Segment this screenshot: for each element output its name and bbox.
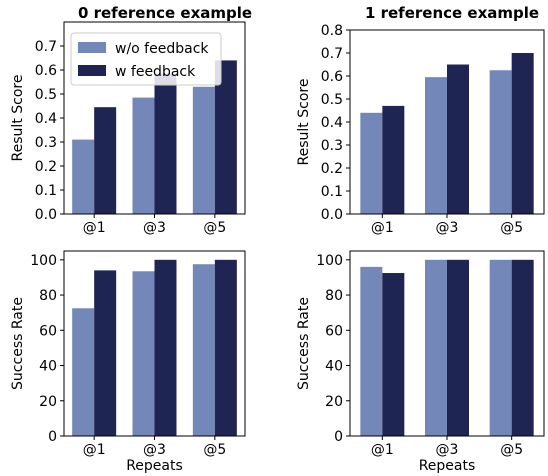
bar-w-feedback-at1 [94,270,117,436]
bar-w-feedback-at5 [214,259,237,436]
bar-wo-feedback-at3 [132,97,155,214]
y-tick-label: 20 [325,394,343,410]
y-tick-label: 100 [30,253,57,269]
y-tick-label: 0.6 [321,69,343,85]
x-tick-label: @5 [500,220,523,236]
bar-w-feedback-at5 [511,53,534,214]
bar-w-feedback-at3 [154,259,177,436]
x-axis-label: Repeats [126,458,183,474]
y-tick-label: 0.1 [35,183,57,199]
bar-w-feedback-at5 [511,259,534,436]
x-tick-label: @3 [436,220,459,236]
y-tick-label: 0 [48,429,57,445]
y-tick-label: 0.6 [35,63,57,79]
x-tick-label: @1 [371,442,394,458]
y-tick-label: 0.4 [321,115,343,131]
y-tick-label: 0.0 [321,207,343,223]
y-tick-label: 60 [325,323,343,339]
bar-w-feedback-at3 [447,64,469,214]
bar-w-feedback-at1 [382,273,405,436]
bar-wo-feedback-at3 [425,77,447,215]
y-tick-label: 0.5 [321,92,343,108]
y-tick-label: 80 [39,288,57,304]
bar-wo-feedback-at5 [192,86,215,214]
y-axis-label: Success Rate [10,297,26,390]
bar-wo-feedback-at1 [72,308,95,436]
y-tick-label: 80 [325,288,343,304]
chart-panel-3: 0 20 40 60 80 100 @1 @3 @5 Success Rate Repeats [10,250,246,474]
y-axis-label: Result Score [10,75,26,162]
y-tick-label: 0.0 [35,207,57,223]
legend-swatch [78,42,106,53]
bar-wo-feedback-at1 [360,266,383,436]
y-tick-label: 0.7 [321,46,343,62]
x-tick-label: @5 [500,442,523,458]
y-tick-label: 60 [39,323,57,339]
y-tick-label: 40 [39,359,57,375]
x-tick-label: @1 [83,442,106,458]
bar-w-feedback-at3 [154,73,177,214]
bar-w-feedback-at3 [447,259,469,436]
y-tick-label: 0.8 [321,23,343,39]
y-axis-label: Result Score [296,79,312,166]
bar-w-feedback-at1 [94,107,117,214]
legend-swatch [78,65,106,76]
y-tick-label: 0.1 [321,184,343,200]
y-axis-label: Success Rate [296,297,312,390]
legend-label: w/o feedback [115,41,209,57]
legend: w/o feedback w feedback [70,32,222,86]
x-tick-label: @3 [143,442,166,458]
y-tick-label: 0.5 [35,87,57,103]
chart-panel-1: 0 reference example 0.0 0.1 0.2 0.3 0.4 0.5 0.6… [10,4,252,236]
chart-title: 0 reference example [78,4,252,22]
y-tick-label: 100 [316,253,343,269]
y-tick-label: 0.3 [321,138,343,154]
bar-wo-feedback-at3 [132,271,155,436]
y-tick-label: 0.4 [35,111,57,127]
bar-wo-feedback-at5 [192,264,215,436]
x-tick-label: @1 [371,220,394,236]
y-tick-label: 40 [325,359,343,375]
bar-wo-feedback-at5 [489,70,512,214]
y-tick-label: 0.2 [321,161,343,177]
legend-box [70,32,222,86]
y-tick-label: 0 [334,429,343,445]
legend-label: w feedback [115,64,196,80]
bar-wo-feedback-at5 [489,259,512,436]
x-tick-label: @5 [203,442,226,458]
y-tick-label: 0.7 [35,39,57,55]
bar-w-feedback-at5 [214,60,237,215]
bar-wo-feedback-at1 [72,139,95,214]
x-tick-label: @3 [143,220,166,236]
x-tick-label: @3 [436,442,459,458]
chart-title: 1 reference example [365,4,539,22]
x-tick-label: @5 [203,220,226,236]
bar-wo-feedback-at3 [425,259,447,436]
x-tick-label: @1 [83,220,106,236]
bar-wo-feedback-at1 [360,112,383,214]
y-tick-label: 0.2 [35,159,57,175]
y-tick-label: 20 [39,394,57,410]
x-axis-label: Repeats [419,458,476,474]
chart-panel-2: 1 reference example 0.0 0.1 0.2 0.3 0.4 0.5 0.6… [296,4,545,236]
bar-w-feedback-at1 [382,105,405,214]
chart-panel-4: 0 20 40 60 80 100 @1 @3 @5 Success Rate Repeats [296,250,545,474]
y-tick-label: 0.3 [35,135,57,151]
